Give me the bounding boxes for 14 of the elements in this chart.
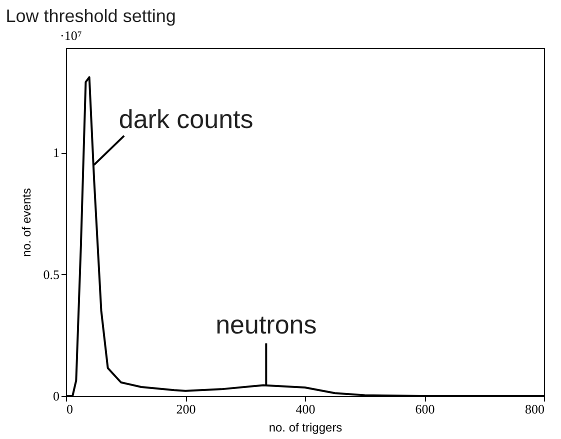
x-tick-label: 800 bbox=[525, 402, 544, 416]
y-tick-label: 1 bbox=[53, 145, 60, 160]
annotation: dark counts bbox=[118, 104, 254, 134]
text: ·10⁷ bbox=[60, 28, 82, 43]
y-tick-label: 0.5 bbox=[43, 266, 60, 282]
x-axis-title: no. of triggers bbox=[268, 420, 342, 434]
annotation: neutrons bbox=[216, 309, 317, 340]
y-tick-label: 0 bbox=[53, 388, 60, 404]
y-axis-title: no. of events bbox=[19, 188, 34, 257]
chart-title: Low threshold setting bbox=[6, 6, 176, 26]
x-tick-label: 0 bbox=[66, 402, 73, 416]
x-tick-label: 200 bbox=[176, 402, 196, 416]
x-tick-label: 600 bbox=[415, 402, 435, 416]
x-tick-label: 400 bbox=[296, 402, 316, 416]
